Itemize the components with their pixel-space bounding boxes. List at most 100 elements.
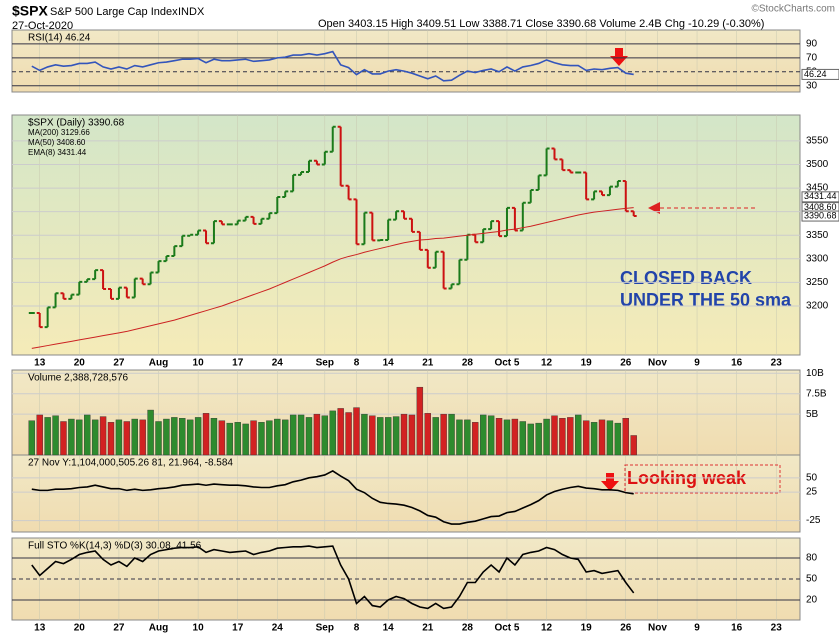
y-tick-label: 7.5B — [806, 388, 827, 399]
x-tick-label: 9 — [694, 623, 700, 634]
volume-bar — [195, 417, 201, 455]
y-tick-label: 5B — [806, 409, 819, 420]
volume-bar — [282, 420, 288, 455]
volume-bar — [60, 421, 66, 455]
volume-bar — [401, 414, 407, 455]
y-tick-label: 3550 — [806, 136, 829, 147]
volume-bar — [361, 414, 367, 455]
x-tick-label: 23 — [771, 358, 783, 369]
x-tick-label: Aug — [149, 623, 168, 634]
volume-bar — [393, 417, 399, 455]
volume-bar — [488, 416, 494, 455]
x-tick-label: 13 — [34, 623, 46, 634]
volume-bar — [456, 420, 462, 455]
x-tick-label: Aug — [149, 358, 168, 369]
volume-bar — [449, 414, 455, 455]
x-tick-label: 21 — [422, 623, 434, 634]
volume-bar — [520, 421, 526, 455]
volume-bar — [607, 421, 613, 455]
volume-bar — [480, 415, 486, 455]
y-tick-label: -25 — [806, 515, 821, 526]
x-tick-label: 17 — [232, 358, 244, 369]
x-tick-label: 16 — [731, 623, 743, 634]
volume-bar — [354, 408, 360, 455]
y-tick-label: 70 — [806, 53, 818, 64]
value-tag-label: 3390.68 — [804, 210, 837, 220]
volume-bar — [251, 421, 257, 455]
exchange: INDX — [178, 6, 205, 18]
volume-bar — [84, 415, 90, 455]
value-tag-label: 3431.44 — [804, 191, 837, 201]
volume-bar — [623, 418, 629, 455]
legend-entry: EMA(8) 3431.44 — [28, 148, 87, 157]
volume-bar — [599, 420, 605, 455]
x-tick-label: 19 — [581, 623, 593, 634]
legend-entry: Full STO %K(14,3) %D(3) 30.08, 41.56 — [28, 541, 202, 552]
volume-bar — [179, 418, 185, 455]
x-tick-label: 28 — [462, 358, 474, 369]
volume-bar — [29, 421, 35, 455]
y-tick-label: 3200 — [806, 301, 829, 312]
legend-entry: MA(50) 3408.60 — [28, 138, 86, 147]
volume-bar — [108, 422, 114, 455]
x-tick-label: 14 — [383, 358, 395, 369]
date: 27-Oct-2020 — [12, 20, 73, 32]
x-tick-label: 24 — [272, 623, 284, 634]
volume-bar — [298, 415, 304, 455]
x-tick-label: 10 — [193, 623, 205, 634]
x-tick-label: 20 — [74, 358, 86, 369]
y-tick-label: 10B — [806, 368, 824, 379]
volume-bar — [92, 420, 98, 455]
volume-bar — [290, 415, 296, 455]
x-tick-label: 14 — [383, 623, 395, 634]
volume-bar — [140, 420, 146, 455]
volume-bar — [575, 415, 581, 455]
x-tick-label: 12 — [541, 623, 553, 634]
x-tick-label: Nov — [648, 623, 667, 634]
volume-bar — [124, 421, 130, 455]
index-name: S&P 500 Large Cap Index — [50, 6, 178, 18]
y-tick-label: 20 — [806, 595, 818, 606]
quote: Open 3403.15 High 3409.51 Low 3388.71 Cl… — [318, 18, 764, 30]
volume-bar — [306, 417, 312, 455]
symbol: $SPX — [12, 3, 48, 19]
volume-bar — [219, 421, 225, 455]
y-tick-label: 30 — [806, 80, 818, 91]
volume-bar — [37, 415, 43, 455]
volume-bar — [203, 413, 209, 455]
volume-bar — [583, 421, 589, 455]
price-bar — [187, 235, 193, 236]
volume-bar — [187, 420, 193, 455]
volume-bar — [536, 423, 542, 455]
volume-bar — [171, 417, 177, 455]
volume-bar — [100, 417, 106, 455]
x-tick-label: Sep — [316, 623, 334, 634]
y-tick-label: 3500 — [806, 159, 829, 170]
y-tick-label: 3300 — [806, 253, 829, 264]
panel — [12, 30, 800, 92]
volume-bar — [45, 417, 51, 455]
volume-bar — [156, 421, 162, 455]
volume-bar — [53, 416, 59, 455]
volume-bar — [409, 415, 415, 455]
y-tick-label: 90 — [806, 39, 818, 50]
x-tick-label: 13 — [34, 358, 46, 369]
volume-bar — [116, 420, 122, 455]
volume-bar — [528, 424, 534, 455]
x-tick-label: 20 — [74, 623, 86, 634]
volume-bar — [433, 417, 439, 455]
legend-entry: $SPX (Daily) 3390.68 — [28, 118, 125, 129]
volume-bar — [243, 424, 249, 455]
x-tick-label: 28 — [462, 623, 474, 634]
volume-bar — [472, 422, 478, 455]
value-tag-label: 46.24 — [804, 69, 827, 79]
volume-bar — [369, 416, 375, 455]
x-tick-label: 8 — [354, 358, 360, 369]
annotation: UNDER THE 50 sma — [620, 290, 792, 310]
volume-bar — [322, 416, 328, 455]
volume-bar — [235, 422, 241, 455]
x-tick-label: 16 — [731, 358, 743, 369]
x-tick-label: 10 — [193, 358, 205, 369]
x-tick-label: 23 — [771, 623, 783, 634]
